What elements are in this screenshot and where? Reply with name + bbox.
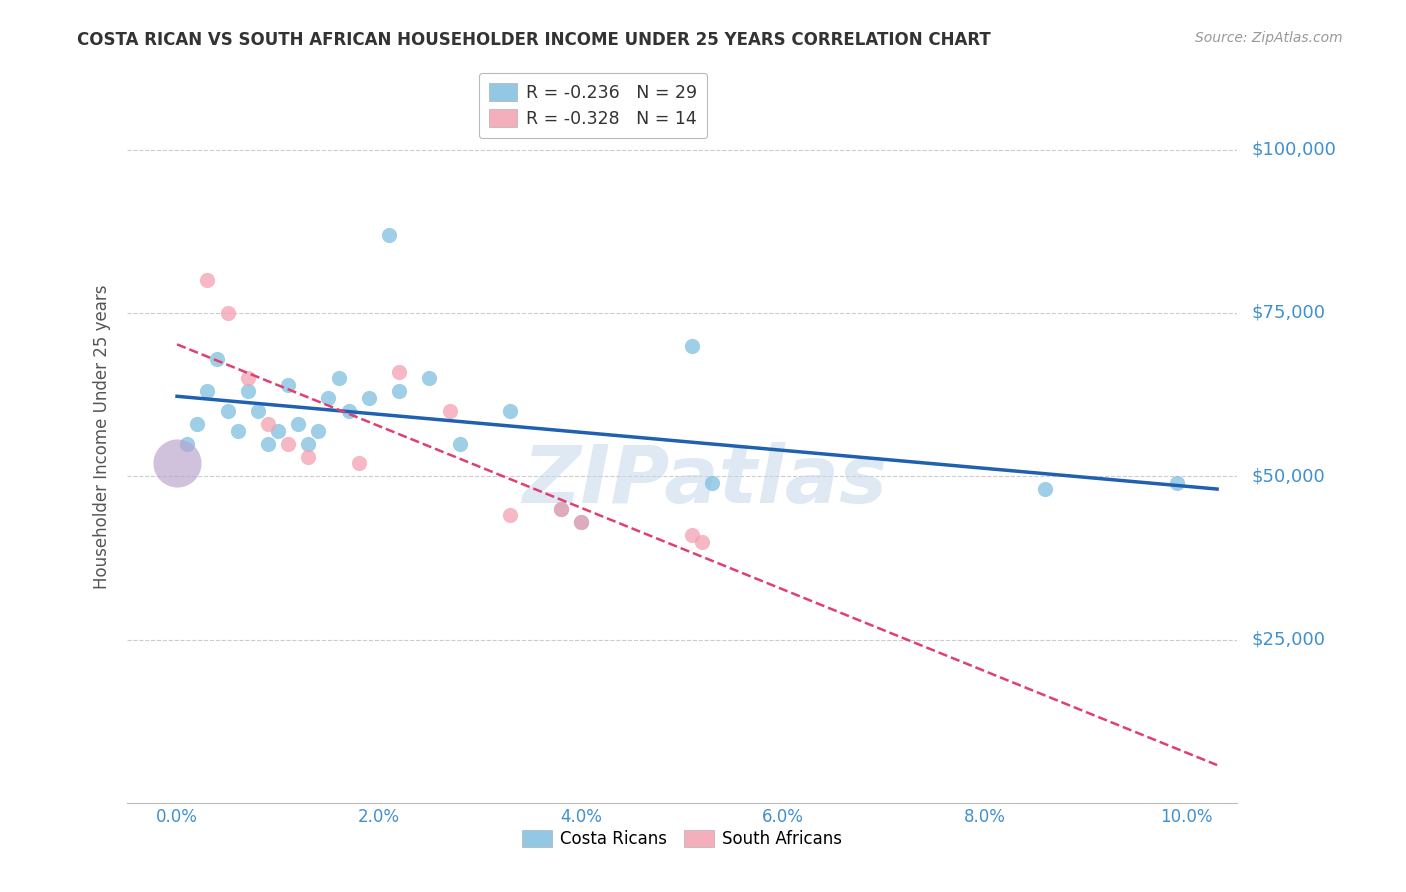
Point <box>195 273 218 287</box>
Point <box>378 227 401 242</box>
Point <box>550 502 572 516</box>
Point <box>176 436 198 450</box>
Point <box>388 365 411 379</box>
Point <box>287 417 309 431</box>
Point <box>388 384 411 399</box>
Point <box>236 384 259 399</box>
Point <box>328 371 350 385</box>
Point <box>267 424 290 438</box>
Point <box>690 534 713 549</box>
Point <box>347 456 370 470</box>
Text: Source: ZipAtlas.com: Source: ZipAtlas.com <box>1195 31 1343 45</box>
Point <box>357 391 380 405</box>
Point <box>439 404 461 418</box>
Point <box>681 528 703 542</box>
Point <box>297 436 319 450</box>
Point <box>166 456 188 470</box>
Point <box>318 391 340 405</box>
Point <box>681 338 703 352</box>
Text: $100,000: $100,000 <box>1251 141 1336 159</box>
Point <box>418 371 440 385</box>
Point <box>257 436 280 450</box>
Point <box>186 417 208 431</box>
Legend: Costa Ricans, South Africans: Costa Ricans, South Africans <box>513 822 851 856</box>
Text: COSTA RICAN VS SOUTH AFRICAN HOUSEHOLDER INCOME UNDER 25 YEARS CORRELATION CHART: COSTA RICAN VS SOUTH AFRICAN HOUSEHOLDER… <box>77 31 991 49</box>
Text: $75,000: $75,000 <box>1251 304 1326 322</box>
Point <box>449 436 471 450</box>
Point <box>1166 475 1188 490</box>
Point <box>337 404 360 418</box>
Point <box>1035 483 1057 497</box>
Point <box>217 306 239 320</box>
Point <box>217 404 239 418</box>
Text: $50,000: $50,000 <box>1251 467 1324 485</box>
Point <box>207 351 229 366</box>
Point <box>550 502 572 516</box>
Text: $25,000: $25,000 <box>1251 631 1326 648</box>
Point <box>226 424 249 438</box>
Point <box>297 450 319 464</box>
Text: ZIPatlas: ZIPatlas <box>522 442 887 520</box>
Point <box>499 508 522 523</box>
Point <box>569 515 592 529</box>
Point <box>236 371 259 385</box>
Point <box>307 424 329 438</box>
Point <box>246 404 269 418</box>
Point <box>195 384 218 399</box>
Point <box>569 515 592 529</box>
Point <box>702 475 724 490</box>
Point <box>277 377 299 392</box>
Point <box>499 404 522 418</box>
Y-axis label: Householder Income Under 25 years: Householder Income Under 25 years <box>93 285 111 590</box>
Point <box>257 417 280 431</box>
Point <box>277 436 299 450</box>
